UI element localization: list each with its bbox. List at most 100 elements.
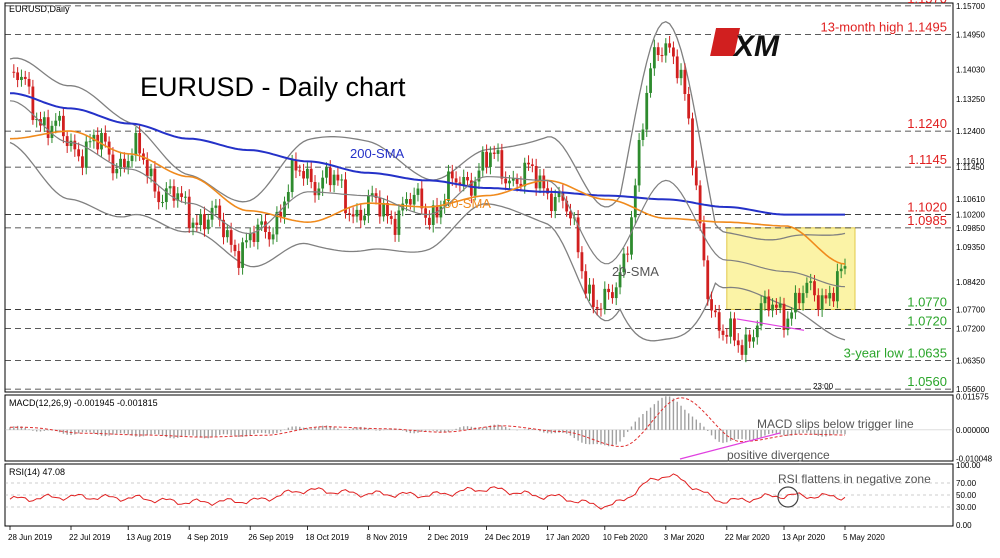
price-tick-8: 1.10200 xyxy=(956,211,985,220)
candle-body xyxy=(740,345,744,355)
candle-body xyxy=(103,132,107,142)
candle-body xyxy=(561,192,565,201)
candle-body xyxy=(664,43,668,56)
bollinger-upper xyxy=(9,20,846,241)
candle-body xyxy=(378,197,382,217)
candle-body xyxy=(115,168,119,174)
price-tick-4: 1.12400 xyxy=(956,127,985,136)
x-tick-label-12: 22 Mar 2020 xyxy=(725,533,770,542)
candle-body xyxy=(12,71,16,73)
level-label-4: 1.1020 xyxy=(907,200,947,215)
candle-body xyxy=(557,192,561,198)
candle-body xyxy=(576,217,580,253)
candle-body xyxy=(790,312,794,319)
candle-body xyxy=(542,175,546,189)
candle-body xyxy=(225,230,229,238)
candle-body xyxy=(130,155,134,162)
moving-averages-layer xyxy=(9,92,846,331)
candle-body xyxy=(424,208,427,218)
candle-body xyxy=(279,211,283,217)
rsi-tick-2: 50.00 xyxy=(956,491,977,500)
macd-annotation: MACD slips below trigger line xyxy=(757,417,914,431)
x-tick-label-8: 24 Dec 2019 xyxy=(485,533,531,542)
candle-body xyxy=(431,205,435,225)
candle-body xyxy=(412,194,416,205)
level-label-1: 13-month high 1.1495 xyxy=(821,19,947,34)
x-tick-label-5: 18 Oct 2019 xyxy=(305,533,349,542)
candle-body xyxy=(138,132,142,154)
candle-body xyxy=(668,43,672,48)
candle-body xyxy=(630,217,633,255)
price-tick-9: 1.09850 xyxy=(956,224,985,233)
candle-body xyxy=(290,159,294,193)
candle-body xyxy=(294,159,298,171)
macd-divergence-line xyxy=(679,432,781,460)
price-tick-7: 1.10610 xyxy=(956,195,985,204)
candle-body xyxy=(565,200,569,212)
candle-body xyxy=(843,266,847,269)
macd-tick-0: 0.011575 xyxy=(956,393,989,402)
y-axis-ticks-layer: 1.15700 1.14950 1.14030 1.13250 1.12400 1.116… xyxy=(956,2,993,530)
candle-body xyxy=(813,281,816,296)
candle-body xyxy=(332,174,336,186)
candle-body xyxy=(691,118,694,168)
price-tick-14: 1.06350 xyxy=(956,357,985,366)
candle-body xyxy=(229,230,233,245)
candle-body xyxy=(801,293,805,304)
sma20-annotation: 20-SMA xyxy=(612,264,659,279)
consolidation-highlight-layer xyxy=(726,227,856,310)
candle-body xyxy=(710,299,713,311)
candle-body xyxy=(675,56,679,79)
candle-body xyxy=(489,152,492,168)
candle-body xyxy=(717,312,721,331)
candle-body xyxy=(618,272,622,288)
candle-body xyxy=(519,183,523,187)
candle-body xyxy=(313,182,317,196)
candle-body xyxy=(46,117,50,138)
rsi-label: RSI(14) 47.08 xyxy=(9,467,65,477)
candle-body xyxy=(241,242,244,268)
bollinger-lower xyxy=(9,141,846,342)
candle-body xyxy=(679,69,683,79)
level-label-2: 1.1240 xyxy=(907,116,947,131)
candle-body xyxy=(523,162,527,187)
level-label-9: 1.0560 xyxy=(907,374,947,389)
candle-body xyxy=(244,240,248,243)
candle-body xyxy=(694,167,698,186)
candle-body xyxy=(729,318,733,337)
xm-logo: XM xyxy=(710,28,780,63)
candle-body xyxy=(92,134,96,142)
candle-body xyxy=(809,281,813,283)
candle-body xyxy=(824,295,828,299)
level-label-3: 1.1145 xyxy=(908,152,947,167)
candle-body xyxy=(275,211,279,235)
candle-body xyxy=(355,209,359,217)
candle-body xyxy=(298,170,302,172)
candle-body xyxy=(195,222,199,226)
x-tick-label-10: 10 Feb 2020 xyxy=(603,533,648,542)
candle-body xyxy=(752,337,755,342)
candle-body xyxy=(500,150,504,179)
rsi-tick-1: 70.00 xyxy=(956,479,977,488)
candle-body xyxy=(569,211,572,219)
candle-body xyxy=(614,287,618,299)
candle-body xyxy=(389,216,393,219)
price-tick-3: 1.13250 xyxy=(956,95,985,104)
candle-body xyxy=(481,151,485,171)
candle-body xyxy=(382,203,386,217)
50-sma-line xyxy=(9,130,846,265)
candle-body xyxy=(599,308,603,310)
candle-body xyxy=(683,69,687,95)
x-tick-label-3: 4 Sep 2019 xyxy=(187,533,228,542)
candle-body xyxy=(134,132,138,156)
candle-body xyxy=(550,193,553,212)
price-tick-12: 1.07700 xyxy=(956,305,985,314)
rsi-highlight-circle xyxy=(777,486,799,508)
candle-body xyxy=(161,202,164,204)
xm-logo-mark xyxy=(710,28,741,56)
candle-body xyxy=(755,325,759,338)
candle-body xyxy=(267,232,271,240)
symbol-label: EURUSD,Daily xyxy=(9,4,70,14)
candle-body xyxy=(351,214,355,217)
